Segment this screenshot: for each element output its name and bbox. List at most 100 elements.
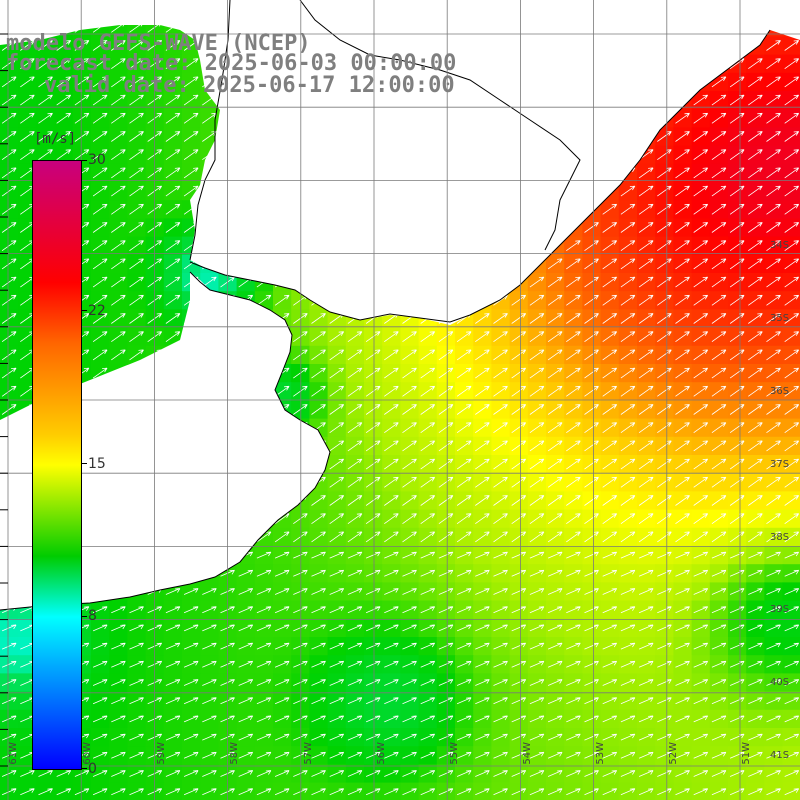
field-cell <box>436 527 456 547</box>
wind-arrow <box>620 606 636 614</box>
wind-arrow <box>183 94 199 106</box>
field-cell <box>345 455 365 474</box>
field-cell <box>473 473 492 492</box>
model-title: modelo GEFS-WAVE (NCEP) <box>6 31 311 56</box>
field-cell <box>564 291 583 310</box>
wind-arrow <box>711 495 727 506</box>
wind-arrow <box>384 495 399 506</box>
wind-arrow <box>784 367 800 379</box>
wind-arrow <box>38 58 53 70</box>
wind-arrow <box>511 404 527 415</box>
field-cell <box>691 145 711 165</box>
wind-arrow <box>347 679 363 686</box>
wind-arrow <box>347 422 363 434</box>
field-cell <box>691 273 711 292</box>
field-cell <box>163 309 183 329</box>
field-cell <box>455 345 474 365</box>
wind-arrow <box>1 222 17 233</box>
wind-arrow <box>56 131 72 142</box>
wind-arrow <box>1 185 17 197</box>
wind-arrow <box>402 588 417 595</box>
wind-arrow <box>602 770 618 777</box>
wind-arrow <box>311 751 326 759</box>
wind-arrow <box>293 385 308 397</box>
field-cell <box>400 491 420 511</box>
field-cell <box>618 491 638 511</box>
field-cell <box>782 782 800 800</box>
wind-arrow <box>602 240 618 252</box>
wind-arrow <box>420 385 436 397</box>
field-cell <box>364 509 383 529</box>
wind-arrow <box>129 660 144 668</box>
field-cell <box>764 291 784 310</box>
field-cell <box>618 218 638 238</box>
wind-arrow <box>165 94 181 106</box>
wind-arrow <box>547 513 563 525</box>
wind-arrow <box>566 367 581 379</box>
wind-arrow <box>529 313 545 324</box>
wind-arrow <box>584 331 599 343</box>
field-cell <box>709 527 729 547</box>
wind-arrow <box>638 588 654 595</box>
lon-label: 60W <box>82 742 93 765</box>
wind-arrow <box>748 422 763 434</box>
field-cell <box>691 182 711 201</box>
wind-arrow <box>456 624 472 632</box>
wind-arrow <box>748 112 763 124</box>
wind-arrow <box>766 551 781 559</box>
field-cell <box>509 491 529 511</box>
wind-arrow <box>256 679 272 686</box>
field-cell <box>564 491 583 511</box>
wind-arrow <box>475 733 490 741</box>
wind-arrow <box>620 551 636 559</box>
wind-arrow <box>384 551 399 559</box>
field-cell <box>673 491 693 511</box>
field-cell <box>546 455 565 474</box>
wind-arrow <box>74 788 90 796</box>
field-cell <box>473 400 492 420</box>
wind-arrow <box>784 551 800 559</box>
wind-arrow <box>711 440 727 452</box>
field-cell <box>691 418 711 438</box>
wind-arrow <box>784 679 800 686</box>
field-cell <box>764 273 784 292</box>
field-cell <box>436 473 456 492</box>
wind-arrow <box>511 294 527 306</box>
wind-arrow <box>111 222 126 233</box>
field-cell <box>637 382 656 401</box>
field-cell <box>309 382 329 401</box>
wind-arrow <box>1 385 17 397</box>
field-cell <box>600 382 620 401</box>
wind-arrow <box>511 679 527 686</box>
wind-arrow <box>547 531 563 543</box>
field-cell <box>600 491 620 511</box>
field-cell <box>728 200 747 219</box>
field-cell <box>728 491 747 511</box>
wind-arrow <box>38 76 53 88</box>
wind-arrow <box>384 679 399 686</box>
field-cell <box>509 364 529 383</box>
wind-arrow <box>748 276 763 288</box>
field-cell <box>564 400 583 420</box>
wind-arrow <box>638 679 654 686</box>
field-cell <box>655 218 674 238</box>
wind-arrow <box>402 751 417 759</box>
wind-arrow <box>766 606 781 614</box>
field-cell <box>764 436 784 456</box>
field-cell <box>54 109 74 128</box>
wind-arrow <box>711 131 727 142</box>
field-cell <box>382 327 401 347</box>
wind-arrow <box>748 404 763 415</box>
wind-arrow <box>748 606 763 614</box>
field-cell <box>673 382 693 401</box>
wind-arrow <box>711 385 727 397</box>
wind-arrow <box>766 679 781 686</box>
wind-arrow <box>456 588 472 595</box>
wind-arrow <box>675 588 690 595</box>
colorbar-tick <box>81 768 87 769</box>
field-cell <box>91 109 110 128</box>
wind-arrow <box>748 367 763 379</box>
wind-arrow <box>620 751 636 759</box>
wind-arrow <box>256 569 272 577</box>
wind-arrow <box>74 76 90 88</box>
